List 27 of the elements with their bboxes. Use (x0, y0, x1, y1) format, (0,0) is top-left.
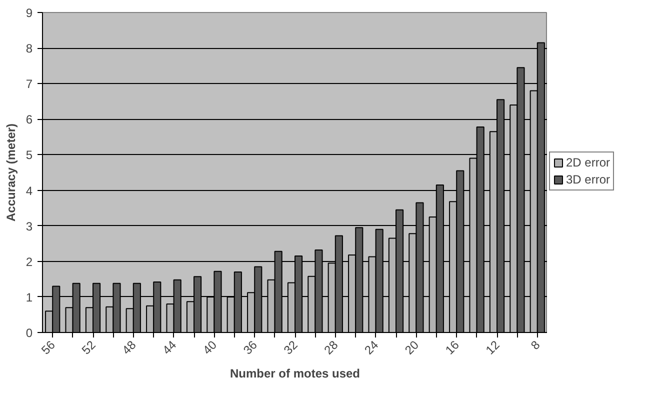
x-tick-label: 28 (321, 338, 341, 358)
y-tick-label: 5 (26, 148, 33, 162)
x-tick-label: 52 (78, 338, 99, 358)
x-tick-label: 20 (402, 338, 422, 358)
y-tick-label: 9 (26, 6, 33, 20)
y-tick-label: 3 (26, 219, 33, 234)
x-tick-label: 24 (362, 338, 382, 358)
x-tick-label: 36 (240, 338, 260, 358)
y-tick-label: 4 (26, 184, 33, 198)
legend-label: 2D error (566, 155, 610, 169)
y-tick-label: 0 (26, 326, 33, 340)
x-tick-label: 32 (280, 338, 301, 358)
y-axis-title: Accuracy (meter) (4, 123, 18, 222)
y-tick-label: 7 (26, 77, 33, 92)
legend-label: 3D error (566, 172, 610, 186)
x-tick-label: 48 (119, 338, 139, 358)
y-tick-label: 2 (26, 254, 33, 269)
x-tick-label: 40 (200, 338, 220, 358)
x-tick-label: 16 (442, 338, 462, 358)
x-tick-label: 8 (528, 338, 543, 353)
y-tick-label: 8 (26, 42, 33, 56)
y-tick-label: 1 (26, 290, 33, 304)
x-axis-title: Number of motes used (230, 366, 360, 380)
y-tick-label: 6 (26, 112, 33, 127)
x-tick-label: 56 (38, 338, 58, 358)
x-tick-label: 44 (160, 338, 180, 358)
x-tick-label: 12 (482, 338, 503, 358)
